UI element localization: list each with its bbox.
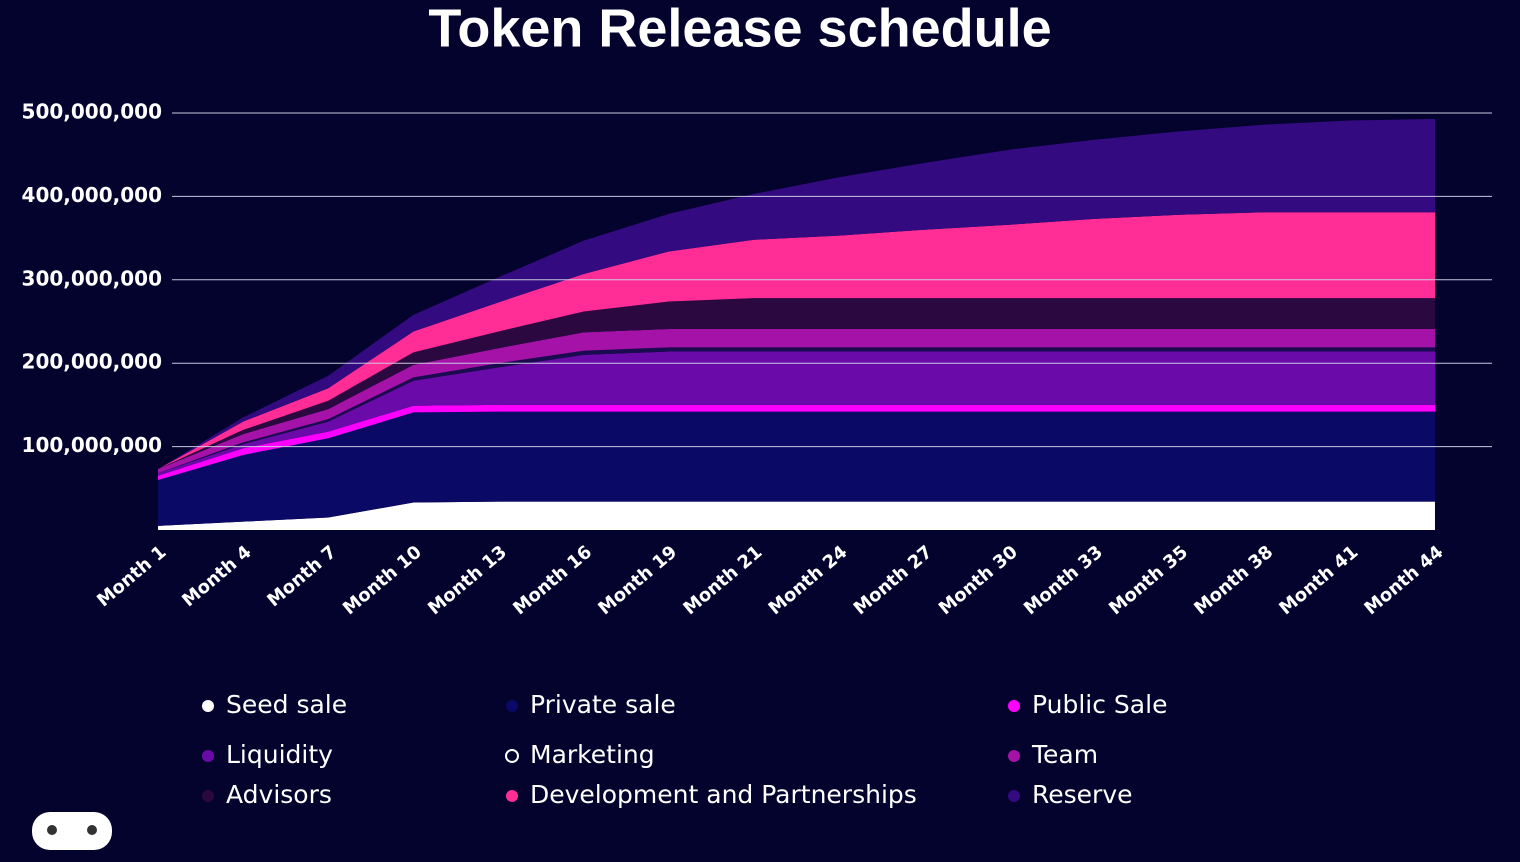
legend-swatch [506, 790, 518, 802]
legend-label: Marketing [530, 740, 655, 769]
legend-label: Development and Partnerships [530, 780, 917, 809]
area [158, 118, 1435, 470]
legend-swatch [202, 790, 214, 802]
chart-title: Token Release schedule [428, 0, 1051, 58]
area [158, 212, 1435, 470]
legend-swatch [506, 700, 518, 712]
legend-swatch [202, 750, 214, 762]
legend-label: Seed sale [226, 690, 347, 719]
legend-swatch [1008, 790, 1020, 802]
area [158, 298, 1435, 470]
legend-label: Advisors [226, 780, 332, 809]
legend-label: Liquidity [226, 740, 333, 769]
legend-label: Reserve [1032, 780, 1133, 809]
y-tick-label: 400,000,000 [22, 183, 162, 207]
area [158, 411, 1435, 526]
logo-button [87, 825, 97, 835]
logo [32, 812, 112, 850]
area [158, 351, 1435, 476]
y-tick-label: 200,000,000 [22, 350, 162, 374]
legend-swatch [1008, 700, 1020, 712]
legend-swatch [1008, 750, 1020, 762]
y-tick-label: 100,000,000 [22, 433, 162, 457]
logo-pad [32, 812, 112, 850]
legend-swatch [505, 749, 519, 763]
legend-label: Public Sale [1032, 690, 1167, 719]
logo-button [47, 825, 57, 835]
y-tick-label: 300,000,000 [22, 266, 162, 290]
y-tick-label: 500,000,000 [22, 100, 162, 124]
legend-swatch [202, 700, 214, 712]
area [158, 501, 1435, 530]
area [158, 329, 1435, 474]
legend-label: Private sale [530, 690, 676, 719]
legend-label: Team [1031, 740, 1098, 769]
